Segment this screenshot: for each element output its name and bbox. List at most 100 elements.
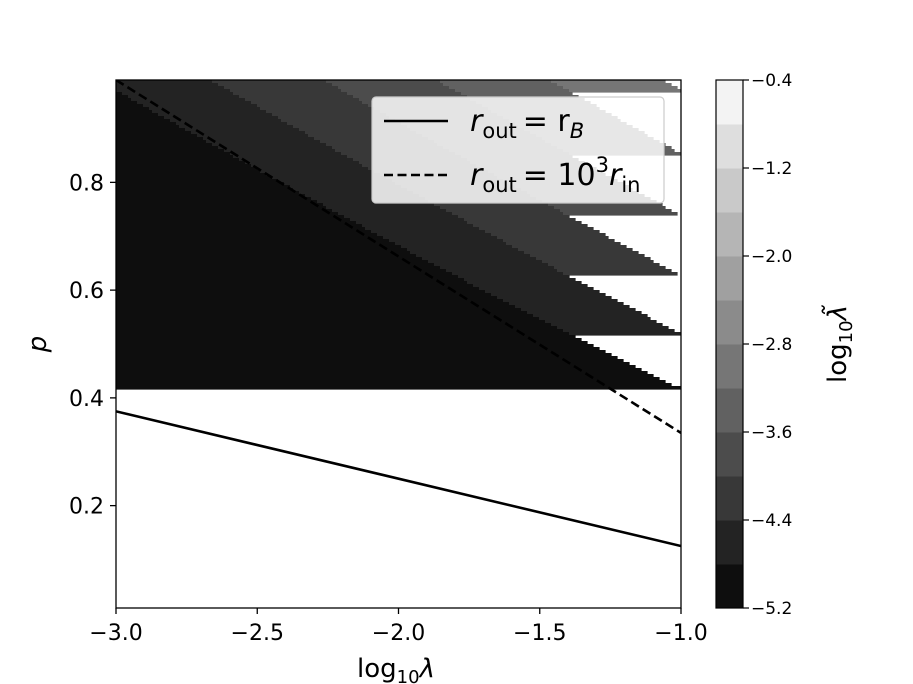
contour-band-5: [557, 83, 672, 87]
contour-band-1: [293, 188, 408, 192]
contour-band-0: [116, 332, 570, 336]
contour-band-4: [455, 89, 570, 93]
contour-band-1: [365, 227, 480, 231]
contour-band-0: [116, 98, 132, 102]
contour-band-0: [116, 155, 234, 159]
contour-band-0: [116, 218, 351, 222]
contour-band-3: [347, 92, 462, 96]
contour-band-0: [116, 119, 171, 123]
colorbar-band: [716, 344, 743, 389]
contour-band-0: [116, 266, 441, 270]
contour-band-0: [116, 227, 366, 231]
colorbar-tick-label: −2.8: [751, 335, 792, 355]
colorbar-label: log10λ̃: [820, 305, 857, 383]
contour-band-0: [116, 128, 186, 132]
colorbar-band: [716, 520, 743, 565]
x-tick-label: −2.5: [231, 621, 284, 646]
contour-band-0: [116, 203, 324, 207]
contour-band-0: [116, 188, 294, 192]
contour-band-1: [485, 290, 600, 294]
contour-band-1: [233, 155, 348, 159]
contour-band-1: [191, 131, 306, 135]
contour-band-0: [116, 323, 552, 327]
contour-band-0: [116, 254, 417, 258]
contour-band-3: [326, 80, 441, 84]
contour-band-1: [395, 242, 507, 246]
contour-band-0: [116, 380, 666, 384]
y-axis: 0.2 0.4 0.6 0.8: [69, 171, 116, 520]
contour-band-2: [446, 209, 561, 213]
contour-band-1: [356, 221, 468, 225]
contour-band-3: [332, 83, 444, 87]
colorbar-band: [716, 432, 743, 477]
colorbar-band: [716, 300, 743, 345]
contour-band-1: [362, 224, 474, 228]
contour-band-0: [116, 275, 459, 279]
contour-band-1: [143, 104, 258, 108]
contour-band-0: [116, 269, 447, 273]
contour-band-0: [116, 311, 528, 315]
contour-band-0: [116, 371, 648, 375]
contour-band-2: [497, 236, 609, 240]
contour-band-0: [116, 215, 345, 219]
contour-band-0: [116, 143, 213, 147]
contour-band-0: [116, 350, 606, 354]
contour-band-1: [539, 317, 651, 321]
contour-band-0: [116, 146, 219, 150]
contour-band-1: [557, 326, 669, 330]
contour-band-0: [116, 200, 318, 204]
contour-band-0: [116, 107, 150, 111]
contour-band-1: [206, 140, 321, 144]
contour-band-0: [116, 122, 177, 126]
contour-band-2: [305, 131, 417, 135]
contour-band-1: [338, 212, 453, 216]
contour-band-2: [485, 230, 600, 234]
contour-band-2: [512, 245, 627, 249]
contour-band-1: [401, 245, 513, 249]
contour-band-0: [116, 341, 588, 345]
contour-band-0: [116, 335, 576, 339]
contour-band-0: [116, 260, 429, 264]
contour-band-0: [116, 134, 198, 138]
contour-band-1: [350, 218, 465, 222]
contour-band-2: [293, 125, 408, 129]
contour-band-0: [116, 131, 192, 135]
contour-band-0: [116, 290, 486, 294]
contour-band-1: [290, 185, 402, 189]
contour-band-0: [116, 221, 357, 225]
contour-band-2: [239, 95, 354, 99]
contour-band-1: [551, 323, 663, 327]
contour-band-1: [272, 176, 387, 180]
contour-band-2: [440, 206, 555, 210]
contour-band-0: [116, 251, 411, 255]
contour-band-0: [116, 386, 681, 390]
contour-band-1: [407, 248, 519, 252]
contour-band-0: [116, 359, 624, 363]
contour-band-1: [116, 86, 225, 90]
contour-band-2: [233, 92, 348, 96]
contour-band-0: [116, 278, 465, 282]
contour-band-0: [116, 257, 423, 261]
contour-band-1: [446, 269, 558, 273]
contour-band-1: [266, 173, 381, 177]
contour-band-0: [116, 137, 204, 141]
contour-band-0: [116, 353, 612, 357]
contour-band-2: [557, 269, 672, 273]
legend-label-rin: rout = 103rin: [470, 153, 640, 197]
contour-band-0: [116, 176, 273, 180]
contour-band-0: [116, 161, 246, 165]
contour-band-1: [515, 305, 630, 309]
colorbar-band: [716, 124, 743, 169]
contour-band-1: [131, 98, 246, 102]
contour-band-2: [491, 233, 606, 237]
x-tick-label: −1.0: [654, 621, 707, 646]
contour-band-1: [116, 83, 219, 87]
contour-band-1: [440, 266, 555, 270]
contour-band-0: [116, 140, 207, 144]
colorbar-tick-label: −0.4: [751, 71, 792, 91]
contour-band-2: [287, 122, 402, 126]
contour-band-0: [116, 320, 546, 324]
contour-band-2: [503, 239, 615, 243]
colorbar-band: [716, 212, 743, 257]
